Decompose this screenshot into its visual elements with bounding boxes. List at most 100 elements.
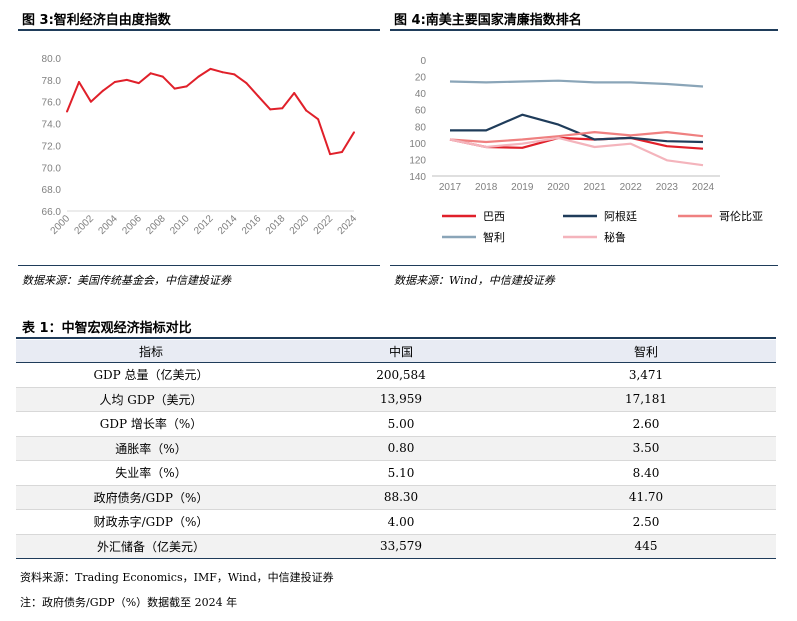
data-point xyxy=(233,73,236,76)
y-tick-label: 68.0 xyxy=(42,185,62,196)
x-tick-label: 2020 xyxy=(288,213,312,237)
data-point xyxy=(149,72,152,75)
x-tick-label: 2014 xyxy=(216,213,240,237)
x-tick-label: 2016 xyxy=(240,213,264,237)
header-china: 中国 xyxy=(286,340,516,363)
data-point xyxy=(305,109,308,112)
x-tick-label: 2022 xyxy=(312,213,336,237)
y-tick-label: 66.0 xyxy=(42,207,62,218)
series-line-秘鲁 xyxy=(449,136,704,167)
table-row: 外汇储备（亿美元） 33,579 445 xyxy=(16,534,776,559)
table-row: 人均 GDP（美元） 13,959 17,181 xyxy=(16,387,776,412)
freedom-index-line xyxy=(66,67,355,156)
macro-comparison-table: 指标 中国 智利 GDP 总量（亿美元） 200,584 3,471 人均 GDP（… xyxy=(16,340,776,559)
data-point xyxy=(329,153,332,156)
legend-label: 秘鲁 xyxy=(604,230,626,244)
row-label: 财政赤字/GDP（%） xyxy=(16,509,286,535)
fig4-title: 图 4:南美主要国家清廉指数排名 xyxy=(394,13,582,28)
data-point xyxy=(317,118,320,121)
y-tick-label: 100 xyxy=(409,139,426,150)
series-line-阿根廷 xyxy=(450,113,704,144)
table-row: 政府债务/GDP（%） 88.30 41.70 xyxy=(16,485,776,510)
table-row: 失业率（%） 5.10 8.40 xyxy=(16,460,776,486)
corruption-rank-chart: 0 20 40 60 80 100 120 140 2017 2018 2019 2020 2021 20… xyxy=(409,56,763,244)
row-label: 失业率（%） xyxy=(16,460,286,486)
x-tick-label: 2018 xyxy=(475,182,498,193)
x-tick-label: 2024 xyxy=(692,182,715,193)
data-point xyxy=(113,81,116,84)
x-tick-label: 2008 xyxy=(144,213,168,237)
row-label: 人均 GDP（美元） xyxy=(16,387,286,412)
data-point xyxy=(173,87,176,90)
chile-value: 8.40 xyxy=(516,460,776,486)
legend-label: 哥伦比亚 xyxy=(719,209,763,223)
y-tick-label: 74.0 xyxy=(42,120,62,131)
table-header-row: 指标 中国 智利 xyxy=(16,340,776,363)
row-label: 政府债务/GDP（%） xyxy=(16,485,286,510)
row-label: 通胀率（%） xyxy=(16,436,286,461)
data-point xyxy=(269,108,272,111)
y-tick-label: 0 xyxy=(420,56,426,67)
chile-value: 445 xyxy=(516,534,776,559)
data-point xyxy=(341,150,344,153)
series-line-智利 xyxy=(449,79,704,88)
chile-value: 2.50 xyxy=(516,509,776,535)
data-point xyxy=(257,95,260,98)
table-row: 通胀率（%） 0.80 3.50 xyxy=(16,436,776,461)
data-point xyxy=(161,75,164,78)
legend-label: 巴西 xyxy=(483,210,505,223)
table-note: 注：政府债务/GDP（%）数据截至 2024 年 xyxy=(20,596,238,609)
x-tick-label: 2021 xyxy=(583,182,606,193)
fig3-bottom-rule xyxy=(18,265,380,266)
table-source: 资料来源：Trading Economics，IMF，Wind，中信建投证券 xyxy=(20,571,334,584)
data-point xyxy=(281,107,284,110)
x-tick-label: 2024 xyxy=(336,213,360,237)
x-tick-label: 2018 xyxy=(264,213,288,237)
row-label: 外汇储备（亿美元） xyxy=(16,534,286,559)
data-point xyxy=(209,67,212,70)
china-value: 5.00 xyxy=(286,411,516,437)
table-row: GDP 总量（亿美元） 200,584 3,471 xyxy=(16,362,776,388)
x-tick-label: 2006 xyxy=(120,213,144,237)
data-point xyxy=(221,71,224,74)
fig4-source: 数据来源：Wind，中信建投证券 xyxy=(394,274,555,287)
series-line-哥伦比亚 xyxy=(449,130,704,144)
china-value: 13,959 xyxy=(286,387,516,412)
fig3-top-rule xyxy=(18,29,380,31)
x-tick-label: 2017 xyxy=(439,182,462,193)
row-label: GDP 增长率（%） xyxy=(16,411,286,437)
data-point xyxy=(185,85,188,88)
header-indicator: 指标 xyxy=(16,340,286,363)
chile-value: 3,471 xyxy=(516,362,776,388)
data-point xyxy=(353,131,355,134)
x-tick-label: 2004 xyxy=(96,213,120,237)
y-tick-label: 80 xyxy=(415,122,427,133)
table-row: 财政赤字/GDP（%） 4.00 2.50 xyxy=(16,509,776,535)
y-tick-label: 20 xyxy=(415,73,427,84)
x-tick-label: 2023 xyxy=(656,182,679,193)
data-point xyxy=(89,100,92,103)
table-row: GDP 增长率（%） 5.00 2.60 xyxy=(16,411,776,437)
data-point xyxy=(197,75,200,78)
data-point xyxy=(293,91,296,94)
china-value: 200,584 xyxy=(286,362,516,388)
fig4-top-rule xyxy=(390,29,778,31)
y-tick-label: 40 xyxy=(415,89,427,100)
y-tick-label: 70.0 xyxy=(42,163,62,174)
x-tick-label: 2012 xyxy=(192,213,216,237)
x-tick-label: 2002 xyxy=(73,213,97,237)
data-point xyxy=(101,89,104,92)
fig3-source: 数据来源：美国传统基金会，中信建投证券 xyxy=(22,274,231,287)
china-value: 5.10 xyxy=(286,460,516,486)
data-point xyxy=(66,110,68,113)
legend-label: 阿根廷 xyxy=(604,209,637,223)
x-tick-label: 2010 xyxy=(168,213,192,237)
y-tick-label: 72.0 xyxy=(42,141,62,152)
y-tick-label: 140 xyxy=(409,172,426,183)
row-label: GDP 总量（亿美元） xyxy=(16,362,286,388)
x-tick-label: 2022 xyxy=(620,182,643,193)
x-tick-label: 2020 xyxy=(547,182,570,193)
fig4-bottom-rule xyxy=(390,265,778,266)
data-point xyxy=(137,82,140,85)
